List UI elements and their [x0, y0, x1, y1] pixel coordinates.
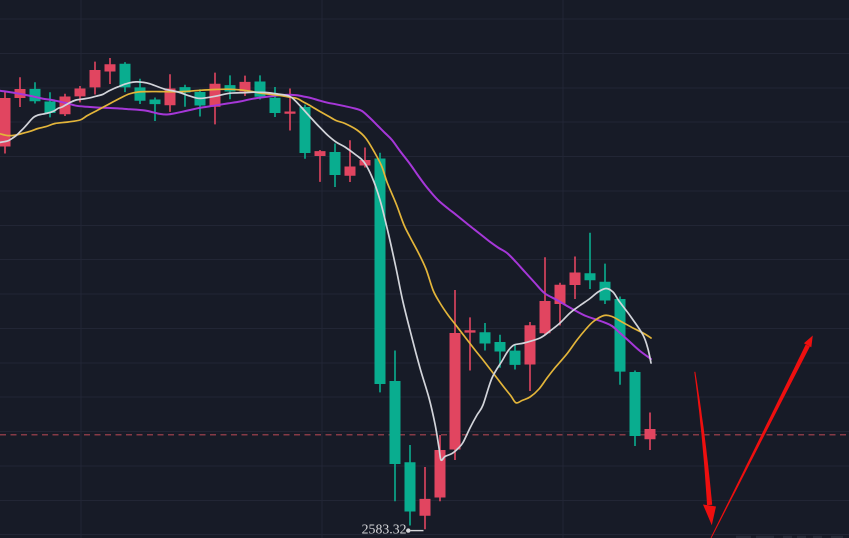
- svg-text:2583.32: 2583.32: [362, 522, 407, 537]
